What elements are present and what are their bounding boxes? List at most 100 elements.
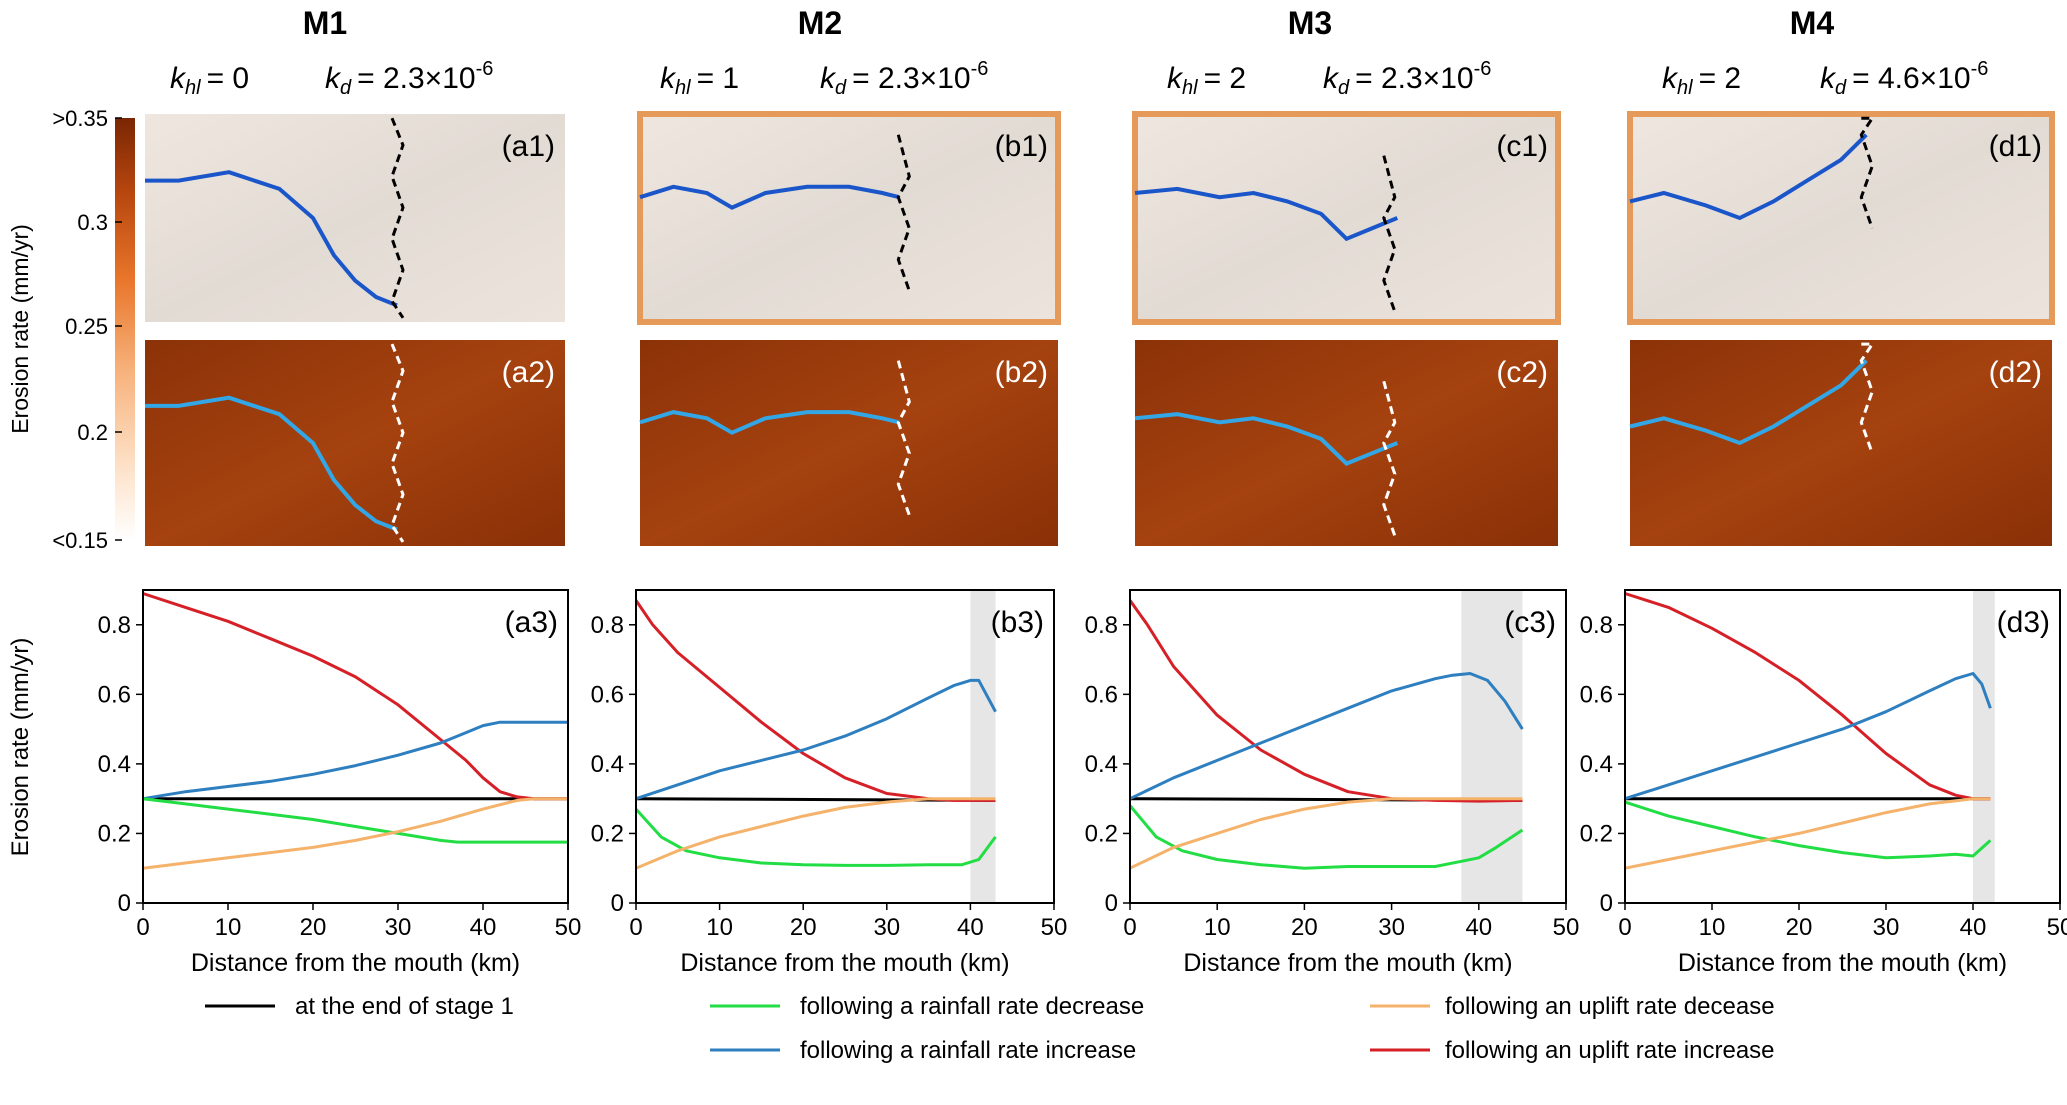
x-tick-label: 30 xyxy=(385,914,412,941)
y-tick-label: 0 xyxy=(118,890,131,917)
main-channel-line xyxy=(639,184,900,210)
main-channel-line xyxy=(145,395,398,532)
panel-label: (d1) xyxy=(1989,130,2042,163)
x-tick-label: 0 xyxy=(136,914,149,941)
panel-label: (c1) xyxy=(1496,130,1548,163)
series-line xyxy=(142,720,568,801)
y-tick-label: 0.2 xyxy=(591,820,624,847)
x-tick-label: 0 xyxy=(1618,914,1631,941)
y-tick-label: 0.4 xyxy=(98,751,131,778)
legend-label-rain-increase: following a rainfall rate increase xyxy=(800,1037,1136,1064)
plot-frame xyxy=(1624,589,2061,904)
series-line xyxy=(635,678,997,801)
legend-label-uplift-increase: following an uplift rate increase xyxy=(1445,1037,1775,1064)
y-tick-label: 0.2 xyxy=(1085,820,1118,847)
series-line xyxy=(635,797,996,870)
legend: at the end of stage 1 following a rainfa… xyxy=(205,993,1775,1064)
x-tick-label: 20 xyxy=(790,914,817,941)
series-line xyxy=(1129,797,1523,870)
x-tick-label: 10 xyxy=(706,914,733,941)
khl-parameter: khl = 2 xyxy=(1662,62,1741,99)
panel-label: (c2) xyxy=(1496,356,1548,389)
x-tick-label: 40 xyxy=(470,914,497,941)
series-line xyxy=(1129,672,1524,801)
kd-parameter: kd = 2.3×10-6 xyxy=(820,58,988,99)
series-line xyxy=(634,599,996,802)
x-tick-label: 10 xyxy=(1699,914,1726,941)
series-line xyxy=(1624,797,1991,870)
drainage-divide-line xyxy=(1382,380,1397,537)
erosion-profile-chart: 0 10 20 30 40 50 0 0.2 0.4 0.6 0.8 Distance from th… xyxy=(1085,589,1579,977)
panel-label: (a3) xyxy=(505,606,558,639)
y-tick-label: 0.6 xyxy=(1580,681,1613,708)
colorbar-label: Erosion rate (mm/yr) xyxy=(7,224,33,434)
x-tick-label: 30 xyxy=(1378,914,1405,941)
x-axis-label: Distance from the mouth (km) xyxy=(191,949,520,977)
panel-label: (b2) xyxy=(995,356,1048,389)
plot-frame xyxy=(635,589,1055,904)
y-tick-label: 0 xyxy=(611,890,624,917)
topography-map xyxy=(1627,111,2055,325)
x-axis-label: Distance from the mouth (km) xyxy=(1678,949,2007,977)
panel-label: (d2) xyxy=(1989,356,2042,389)
erosion-rate-map xyxy=(1135,340,1558,546)
y-tick-label: 0.8 xyxy=(1085,612,1118,639)
erosion-rate-map xyxy=(1630,340,2052,546)
model-title: M4 xyxy=(1790,5,1835,41)
y-tick-label: 0.4 xyxy=(591,751,624,778)
kd-parameter: kd = 4.6×10-6 xyxy=(1820,58,1988,99)
khl-parameter: khl = 2 xyxy=(1167,62,1246,99)
divide-zone-shading xyxy=(1973,590,1995,903)
x-tick-label: 20 xyxy=(1786,914,1813,941)
main-channel-line xyxy=(1629,133,1868,221)
y-tick-label: 0.6 xyxy=(98,681,131,708)
drainage-divide-line xyxy=(390,343,405,543)
legend-label-uplift-decrease: following an uplift rate decease xyxy=(1445,993,1775,1020)
series-line xyxy=(142,592,568,801)
series-line xyxy=(634,808,997,867)
model-title: M1 xyxy=(303,5,347,41)
colorbar-tick-label: <0.15 xyxy=(52,528,108,553)
panel-label: (a2) xyxy=(502,356,555,389)
panel-label: (a1) xyxy=(502,130,555,163)
x-tick-label: 30 xyxy=(1873,914,1900,941)
divide-zone-shading xyxy=(970,590,996,903)
series-line xyxy=(1128,599,1523,803)
erosion-profile-chart: 0 10 20 30 40 50 0 0.2 0.4 0.6 0.8 Distance from th… xyxy=(1580,589,2067,977)
x-tick-label: 40 xyxy=(957,914,984,941)
y-tick-label: 0.8 xyxy=(591,612,624,639)
kd-parameter: kd = 2.3×10-6 xyxy=(325,58,493,99)
erosion-rate-map xyxy=(145,340,565,546)
kd-parameter: kd = 2.3×10-6 xyxy=(1323,58,1491,99)
y-tick-label: 0.6 xyxy=(1085,681,1118,708)
x-tick-label: 0 xyxy=(1123,914,1136,941)
y-tick-label: 0.8 xyxy=(98,612,131,639)
khl-parameter: khl = 1 xyxy=(660,62,739,99)
main-channel-line xyxy=(639,410,900,435)
colorbar-tick-label: >0.35 xyxy=(52,106,108,131)
model-title: M3 xyxy=(1288,5,1332,41)
colorbar-tick-label: 0.25 xyxy=(65,314,108,339)
x-tick-label: 50 xyxy=(2047,914,2067,941)
colorbar-gradient xyxy=(115,118,135,540)
y-tick-label: 0.2 xyxy=(1580,820,1613,847)
y-tick-label: 0.4 xyxy=(1580,751,1613,778)
colorbar: Erosion rate (mm/yr) >0.35 0.3 0.25 0.2 <0.1… xyxy=(7,106,135,553)
x-tick-label: 40 xyxy=(1960,914,1987,941)
main-channel-line xyxy=(145,170,398,308)
x-axis-label: Distance from the mouth (km) xyxy=(1183,949,1512,977)
topography-map xyxy=(1132,111,1561,325)
drainage-divide-line xyxy=(896,134,911,292)
topography-map xyxy=(637,111,1061,325)
x-tick-label: 50 xyxy=(1041,914,1068,941)
series-line xyxy=(1128,804,1524,870)
y-tick-label: 0.2 xyxy=(98,820,131,847)
series-line xyxy=(1624,800,1992,860)
main-channel-line xyxy=(1134,186,1399,242)
y-tick-label: 0.4 xyxy=(1085,751,1118,778)
plot-frame xyxy=(142,589,569,904)
